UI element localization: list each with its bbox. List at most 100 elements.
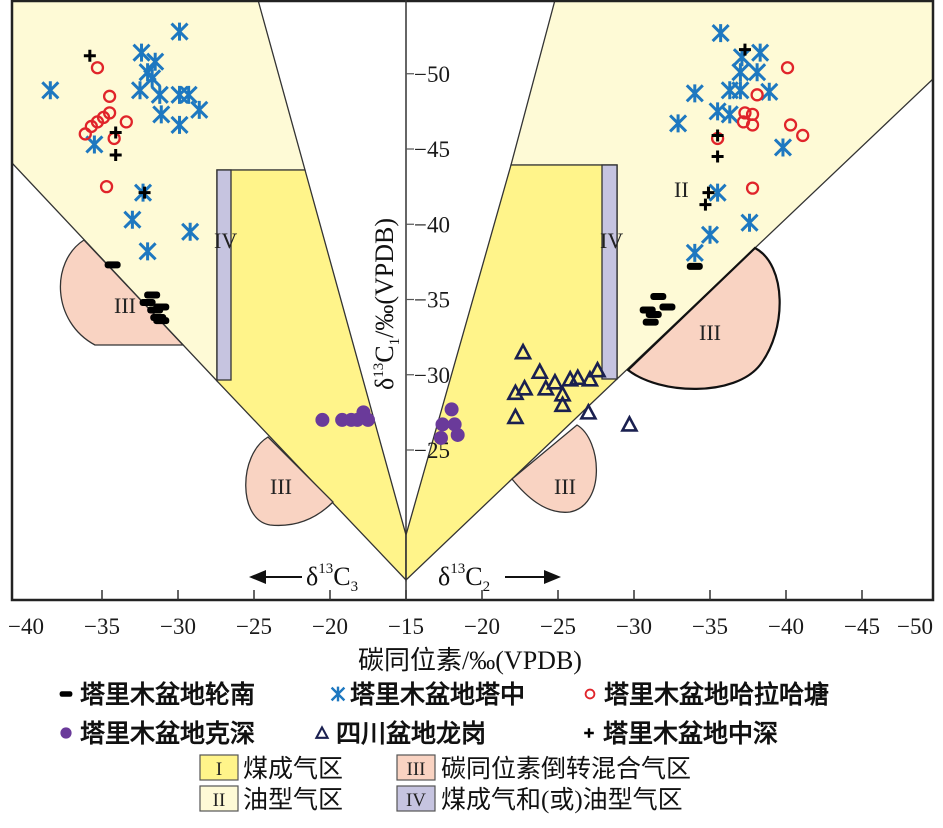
plus-marker xyxy=(711,150,724,163)
legend-label: 塔里木盆地塔中 xyxy=(350,680,525,709)
dash-marker xyxy=(153,317,170,325)
asterisk-marker xyxy=(685,84,704,103)
region-swatch-numeral: II xyxy=(213,790,226,811)
x-axis-ticks: −40 −35 −30 −25 −20 −15 −20 −25 −30 −35 −40 −45 −50 xyxy=(8,590,933,639)
region-IV-right xyxy=(601,164,618,380)
legend-item: 塔里木盆地中深 xyxy=(584,719,778,748)
circle-marker xyxy=(745,118,760,132)
plus-marker xyxy=(83,49,96,62)
circle-marker xyxy=(783,118,798,132)
asterisk-marker xyxy=(700,225,720,244)
x-tick-label: −40 xyxy=(768,614,804,639)
arrow-right-head-icon xyxy=(544,570,561,584)
circle-marker xyxy=(745,181,760,195)
regions xyxy=(11,0,934,582)
triangle-marker xyxy=(530,361,549,380)
y-title-delta: δ xyxy=(370,378,399,390)
c2-label: δ13C2 xyxy=(438,561,490,595)
region-legend-label: 煤成气区 xyxy=(243,755,343,783)
dash-marker xyxy=(59,691,73,697)
asterisk-marker xyxy=(731,63,750,82)
asterisk-marker xyxy=(130,81,150,100)
legend-label: 塔里木盆地克深 xyxy=(80,719,255,748)
asterisk-marker xyxy=(170,22,189,41)
region-swatch xyxy=(396,754,436,781)
y-title-sub: 1 xyxy=(387,338,403,346)
region-label-III: III xyxy=(554,474,576,499)
x-tick-label: −30 xyxy=(616,614,652,639)
asterisk-marker xyxy=(720,105,739,124)
x-tick-label: −25 xyxy=(540,614,576,639)
asterisk-marker xyxy=(748,63,767,82)
right-panel-label: δ13C2 xyxy=(438,561,561,595)
region-label-II: II xyxy=(674,177,689,202)
region-III-left-lower xyxy=(245,436,334,527)
dot-marker xyxy=(361,412,375,427)
circle-marker xyxy=(90,61,105,75)
asterisk-marker xyxy=(773,138,793,157)
region-legend-item: III 碳同位素倒转混合气区 xyxy=(396,754,691,783)
region-label-IV: IV xyxy=(600,228,623,253)
y-title-unit: /‰(VPDB) xyxy=(370,218,399,338)
legend-label: 塔里木盆地中深 xyxy=(603,719,778,748)
region-IV-left xyxy=(216,169,232,381)
asterisk-marker xyxy=(170,115,189,134)
asterisk-marker xyxy=(685,243,704,262)
region-III-right-lower xyxy=(511,424,598,513)
x-tick-label: −40 xyxy=(8,614,44,639)
plus-marker xyxy=(584,728,594,738)
y-tick-label: −45 xyxy=(414,137,450,162)
c3-label: δ13C3 xyxy=(306,561,358,595)
circle-marker xyxy=(796,128,810,143)
legend-item: 塔里木盆地轮南 xyxy=(59,680,255,709)
dot-marker xyxy=(315,412,330,427)
legend-label: 塔里木盆地哈拉哈塘 xyxy=(604,680,829,709)
arrow-left-head-icon xyxy=(249,570,266,584)
x-tick-label: −20 xyxy=(312,614,348,639)
dash-marker xyxy=(144,291,161,299)
dash-marker xyxy=(645,311,662,319)
region-legend-item: I 煤成气区 xyxy=(199,754,343,783)
dot-marker xyxy=(450,427,465,442)
circle-marker xyxy=(750,88,764,102)
data-points xyxy=(41,22,810,445)
legend-item: 塔里木盆地哈拉哈塘 xyxy=(584,680,829,709)
plus-marker xyxy=(702,186,715,199)
triangle-marker xyxy=(506,407,525,425)
triangle-marker xyxy=(568,368,587,386)
dot-marker xyxy=(447,417,462,432)
x-tick-label: −50 xyxy=(897,614,933,639)
asterisk-marker xyxy=(132,43,151,62)
dash-marker xyxy=(139,299,156,307)
x-tick-label: −15 xyxy=(388,614,424,639)
triangle-marker xyxy=(620,414,639,432)
region-label-III: III xyxy=(270,474,292,499)
region-labels: III III IV IV II III III xyxy=(114,177,721,499)
region-swatch-numeral: III xyxy=(407,759,426,780)
plus-marker xyxy=(109,126,122,139)
region-swatch-numeral: IV xyxy=(406,790,426,811)
y-tick-label: −40 xyxy=(414,212,450,237)
plus-marker xyxy=(138,186,151,199)
circle-marker xyxy=(738,106,752,120)
triangle-marker xyxy=(553,395,572,413)
dash-marker xyxy=(104,261,121,269)
triangle-marker xyxy=(515,378,534,396)
dot-marker xyxy=(60,727,72,739)
y-title-sup: 13 xyxy=(371,363,387,378)
asterisk-marker xyxy=(330,686,346,702)
dash-marker xyxy=(659,303,676,311)
x-tick-label: −20 xyxy=(464,614,500,639)
asterisk-marker xyxy=(731,81,750,100)
dot-marker xyxy=(435,417,450,432)
y-tick-label: −30 xyxy=(414,363,450,388)
region-label-IV: IV xyxy=(214,228,237,253)
circle-marker xyxy=(584,688,596,700)
legend-item: 塔里木盆地塔中 xyxy=(330,680,525,709)
asterisk-marker xyxy=(751,43,770,62)
triangle-marker xyxy=(513,342,533,360)
x-tick-label: −25 xyxy=(236,614,272,639)
dot-marker xyxy=(433,430,448,445)
asterisk-marker xyxy=(708,183,727,202)
y-tick-label: −35 xyxy=(414,288,450,313)
